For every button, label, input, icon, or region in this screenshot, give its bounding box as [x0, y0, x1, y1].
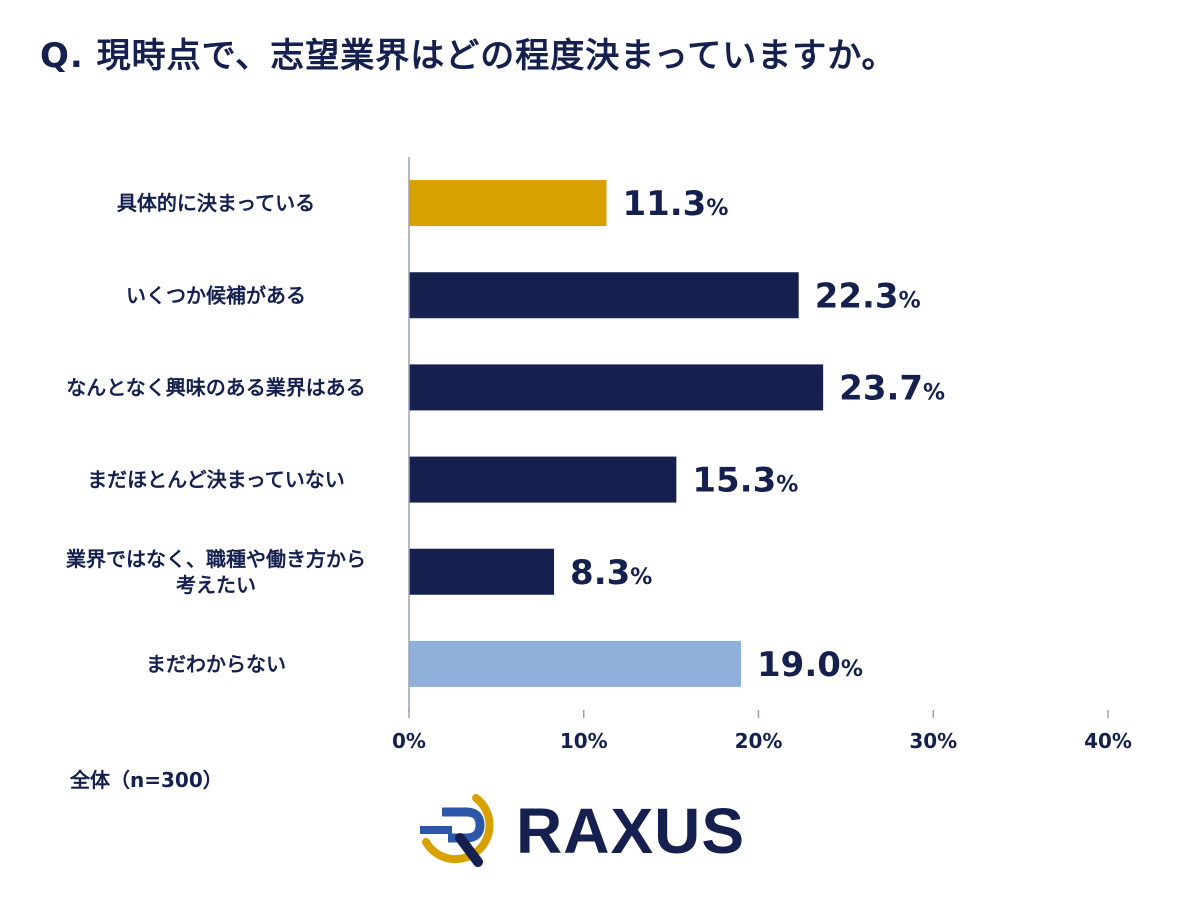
- data-label-unit: %: [776, 473, 798, 498]
- bar: [409, 456, 677, 503]
- data-label: 19.0%: [757, 645, 863, 685]
- bar: [409, 364, 824, 411]
- data-label: 11.3%: [622, 184, 728, 224]
- raxus-logo-mark-icon: [420, 794, 494, 867]
- data-label-unit: %: [630, 565, 652, 590]
- x-tick-label: 20%: [735, 729, 783, 753]
- x-tick-label: 10%: [560, 729, 608, 753]
- data-label: 15.3%: [692, 461, 798, 501]
- data-label-unit: %: [923, 380, 945, 405]
- bar: [409, 180, 607, 227]
- data-label-value: 22.3: [815, 276, 899, 316]
- bar: [409, 640, 742, 687]
- raxus-logo: RAXUS: [416, 790, 745, 872]
- category-label: 考えたい: [176, 573, 256, 597]
- category-label: なんとなく興味のある業界はある: [66, 375, 365, 399]
- data-label-value: 19.0: [757, 645, 841, 685]
- bar-chart: 具体的に決まっている 11.3% いくつか候補がある 22.3% なんとなく興味のある業…: [66, 157, 1132, 753]
- category-label: 具体的に決まっている: [117, 191, 315, 215]
- category-label: まだほとんど決まっていない: [87, 468, 345, 492]
- data-label-unit: %: [706, 196, 728, 221]
- category-label: いくつか候補がある: [126, 283, 306, 307]
- x-tick-label: 0%: [392, 729, 426, 753]
- bar: [409, 548, 555, 595]
- data-label: 23.7%: [839, 368, 945, 408]
- data-label: 22.3%: [815, 276, 921, 316]
- data-label-unit: %: [899, 288, 921, 313]
- x-tick-label: 40%: [1084, 729, 1132, 753]
- category-label: 業界ではなく、職種や働き方から: [66, 547, 366, 571]
- logo-text: RAXUS: [516, 795, 746, 867]
- data-label-value: 23.7: [839, 368, 923, 408]
- x-tick-label: 30%: [909, 729, 957, 753]
- data-label-value: 15.3: [692, 461, 776, 501]
- bar: [409, 272, 799, 319]
- data-label-value: 11.3: [622, 184, 706, 224]
- data-label-value: 8.3: [570, 553, 630, 593]
- data-label: 8.3%: [570, 553, 652, 593]
- chart-title: Q. 現時点で、志望業界はどの程度決まっていますか。: [40, 36, 897, 76]
- data-label-unit: %: [841, 657, 863, 682]
- category-label: まだわからない: [146, 652, 286, 676]
- sample-size-note: 全体（n=300）: [70, 768, 223, 792]
